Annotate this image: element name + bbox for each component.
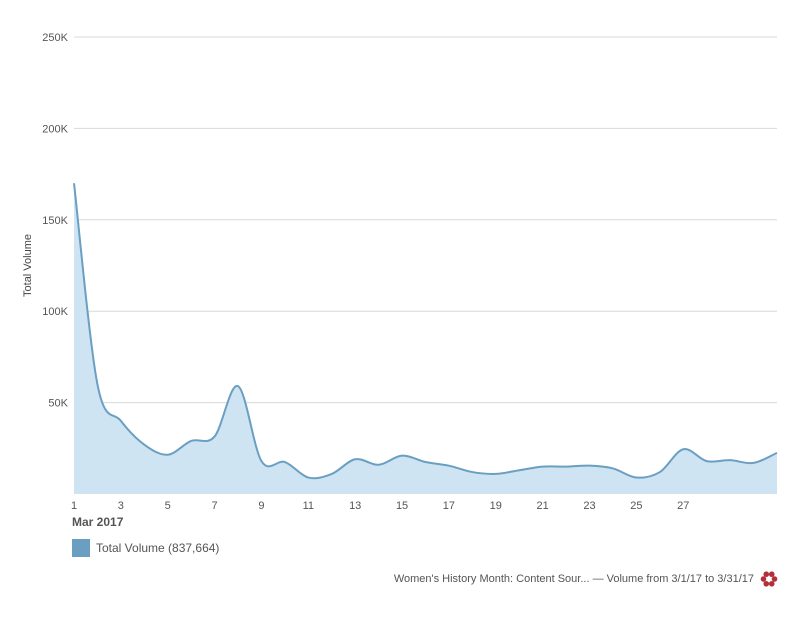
data-point[interactable] [774, 450, 780, 456]
data-point[interactable] [282, 459, 288, 465]
data-point[interactable] [423, 459, 429, 465]
x-tick-label: 25 [630, 500, 642, 512]
y-axis-title: Total Volume [22, 234, 34, 297]
y-tick-label: 50K [48, 398, 68, 410]
data-point[interactable] [71, 180, 77, 186]
data-point[interactable] [680, 446, 686, 452]
data-point[interactable] [235, 383, 241, 389]
data-point[interactable] [633, 475, 639, 481]
x-tick-label: 23 [583, 500, 595, 512]
data-point[interactable] [469, 469, 475, 475]
data-point[interactable] [188, 438, 194, 444]
logo-dot [771, 576, 778, 582]
data-point[interactable] [305, 475, 311, 481]
data-point[interactable] [258, 458, 264, 464]
logo-dot [763, 571, 770, 578]
data-point[interactable] [704, 458, 710, 464]
x-tick-label: 5 [165, 500, 171, 512]
y-tick-label: 200K [42, 123, 68, 135]
y-tick-label: 250K [42, 32, 68, 44]
y-tick-label: 150K [42, 215, 68, 227]
legend-label: Total Volume (837,664) [96, 541, 220, 555]
x-tick-label: 9 [258, 500, 264, 512]
footer: Women's History Month: Content Sour... —… [394, 570, 778, 588]
data-point[interactable] [727, 457, 733, 463]
data-point[interactable] [493, 471, 499, 477]
data-point[interactable] [587, 463, 593, 469]
legend-swatch [72, 539, 90, 557]
x-tick-label: 7 [212, 500, 218, 512]
data-point[interactable] [118, 418, 124, 424]
data-point[interactable] [516, 467, 522, 473]
y-axis: 50K 100K 150K 200K 250K [42, 32, 68, 410]
x-tick-label: 19 [490, 500, 502, 512]
data-point[interactable] [141, 442, 147, 448]
x-tick-label: 1 [71, 500, 77, 512]
x-tick-label: 13 [349, 500, 361, 512]
x-tick-label: 21 [537, 500, 549, 512]
logo-dot [763, 580, 770, 587]
logo-dot [768, 571, 775, 578]
data-point[interactable] [352, 456, 358, 462]
data-point[interactable] [212, 433, 218, 439]
logo-dot [760, 576, 767, 582]
data-point[interactable] [94, 381, 100, 387]
data-point[interactable] [610, 465, 616, 471]
grid-lines [74, 36, 777, 404]
y-tick-label: 100K [42, 306, 68, 318]
legend[interactable]: Total Volume (837,664) [72, 539, 219, 557]
series-area-fill [74, 183, 777, 495]
x-axis: 1 3 5 7 9 11 13 15 17 19 21 23 25 27 [71, 500, 689, 512]
series-line[interactable] [73, 183, 778, 480]
data-point[interactable] [165, 452, 171, 458]
data-point[interactable] [376, 462, 382, 468]
data-point[interactable] [563, 464, 569, 470]
x-tick-label: 15 [396, 500, 408, 512]
footer-text: Women's History Month: Content Sour... —… [393, 573, 754, 585]
data-point[interactable] [446, 463, 452, 469]
data-point[interactable] [399, 453, 405, 459]
x-tick-label: 11 [303, 500, 314, 512]
x-axis-month-label: Mar 2017 [72, 515, 124, 529]
data-point[interactable] [751, 460, 757, 466]
x-tick-label: 27 [677, 500, 689, 512]
data-point[interactable] [329, 471, 335, 477]
brand-logo-icon [760, 571, 778, 587]
data-point[interactable] [540, 464, 546, 470]
logo-dot [768, 580, 775, 587]
x-tick-label: 3 [118, 500, 124, 512]
x-tick-label: 17 [443, 500, 455, 512]
data-point[interactable] [657, 469, 663, 475]
series-area [71, 180, 780, 495]
